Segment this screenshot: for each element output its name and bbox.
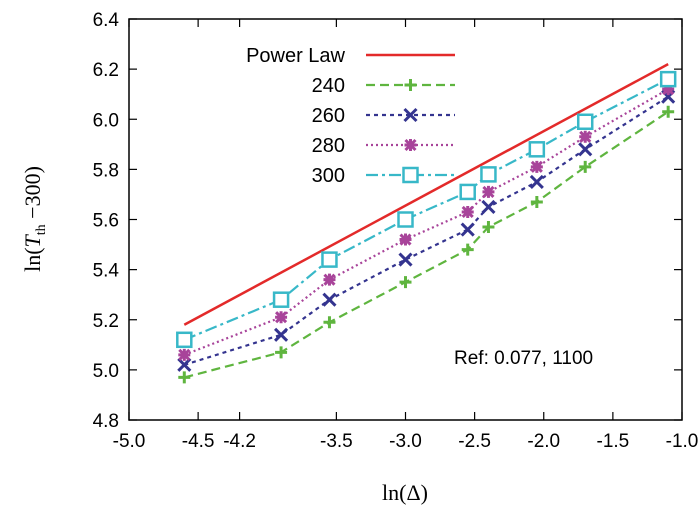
series-line: [183, 63, 669, 326]
data-point: [321, 251, 338, 268]
data-point: [398, 252, 413, 267]
y-tick-label: 4.8: [93, 411, 119, 432]
data-point: [322, 292, 337, 307]
data-point: [530, 160, 543, 173]
data-point: [178, 371, 191, 384]
data-point: [578, 142, 593, 157]
data-point: [397, 211, 414, 228]
series-280: [178, 83, 675, 361]
x-tick-label: -1.5: [597, 431, 630, 452]
series-power-law: [183, 63, 669, 326]
data-point: [659, 70, 677, 88]
legend-marker: [404, 79, 417, 91]
annotation-text: Ref: 0.077, 1100: [454, 348, 593, 369]
series-line: [183, 88, 669, 356]
data-point: [323, 316, 336, 329]
y-axis-title-part: ln(: [20, 247, 45, 271]
y-tick-label: 5.0: [93, 361, 119, 382]
y-tick-label: 5.2: [93, 311, 119, 332]
x-tick-label: -3.0: [389, 431, 422, 452]
y-axis-title-subscript: th: [34, 224, 49, 235]
data-point: [579, 130, 592, 143]
series-240: [178, 105, 675, 384]
legend-marker: [402, 166, 419, 184]
axis-ticks: -5.0 -4.5 -4.2 -3.5 -3.0 -2.5 -2.0 -1.5 -1.0 4.8 5…: [93, 10, 699, 452]
legend-label: 260: [312, 105, 345, 127]
x-tick-label: -2.5: [458, 431, 491, 452]
data-point: [399, 233, 412, 246]
data-point: [461, 243, 474, 256]
legend-marker: [404, 138, 417, 152]
y-tick-label: 6.2: [93, 60, 119, 81]
data-point: [461, 205, 474, 219]
y-tick-label: 6.0: [93, 110, 119, 131]
y-axis-title: ln(Tth −300): [20, 166, 49, 272]
x-axis-title: ln(Δ): [382, 480, 428, 505]
data-point: [662, 105, 675, 118]
legend-marker: [403, 107, 418, 123]
data-point: [662, 83, 675, 96]
series-260: [177, 89, 676, 372]
data-point: [576, 113, 594, 131]
legend-label: 300: [312, 165, 345, 187]
legend-label: 240: [312, 75, 345, 97]
data-point: [399, 276, 412, 289]
series-line: [183, 78, 669, 341]
data-point: [178, 348, 191, 361]
x-tick-label: -4.2: [223, 431, 256, 452]
data-point: [323, 273, 336, 286]
series-line: [183, 95, 669, 366]
y-tick-label: 5.4: [93, 261, 120, 282]
y-tick-label: 5.8: [93, 160, 119, 181]
series-line: [184, 110, 669, 379]
y-axis-title-var: T: [20, 233, 45, 247]
data-point: [579, 160, 592, 173]
data-point: [530, 195, 543, 208]
data-point: [482, 221, 495, 234]
x-tick-label: -4.5: [182, 431, 215, 452]
legend-label: Power Law: [246, 45, 345, 67]
y-axis-title-part: −300): [20, 166, 45, 224]
x-tick-label: -2.0: [527, 431, 560, 452]
x-tick-label: -5.0: [113, 431, 146, 452]
x-tick-label: -1.0: [666, 431, 699, 452]
y-tick-label: 5.6: [93, 211, 119, 232]
data-point: [272, 291, 290, 308]
data-point: [275, 346, 288, 359]
x-tick-label: -3.5: [320, 431, 353, 452]
data-point: [480, 166, 497, 183]
data-point: [481, 199, 496, 215]
series-layer: [176, 63, 677, 384]
data-point: [529, 174, 544, 189]
data-point: [176, 331, 193, 349]
data-point: [275, 311, 288, 324]
series-300: [176, 70, 677, 349]
data-point: [177, 357, 192, 372]
legend-label: 280: [312, 135, 345, 157]
legend: Power Law 240 260 280 300: [246, 45, 455, 187]
data-point: [528, 141, 546, 158]
data-point: [482, 185, 495, 198]
data-point: [274, 327, 289, 342]
data-point: [459, 183, 476, 201]
y-tick-label: 6.4: [93, 10, 120, 31]
data-point: [460, 222, 475, 237]
